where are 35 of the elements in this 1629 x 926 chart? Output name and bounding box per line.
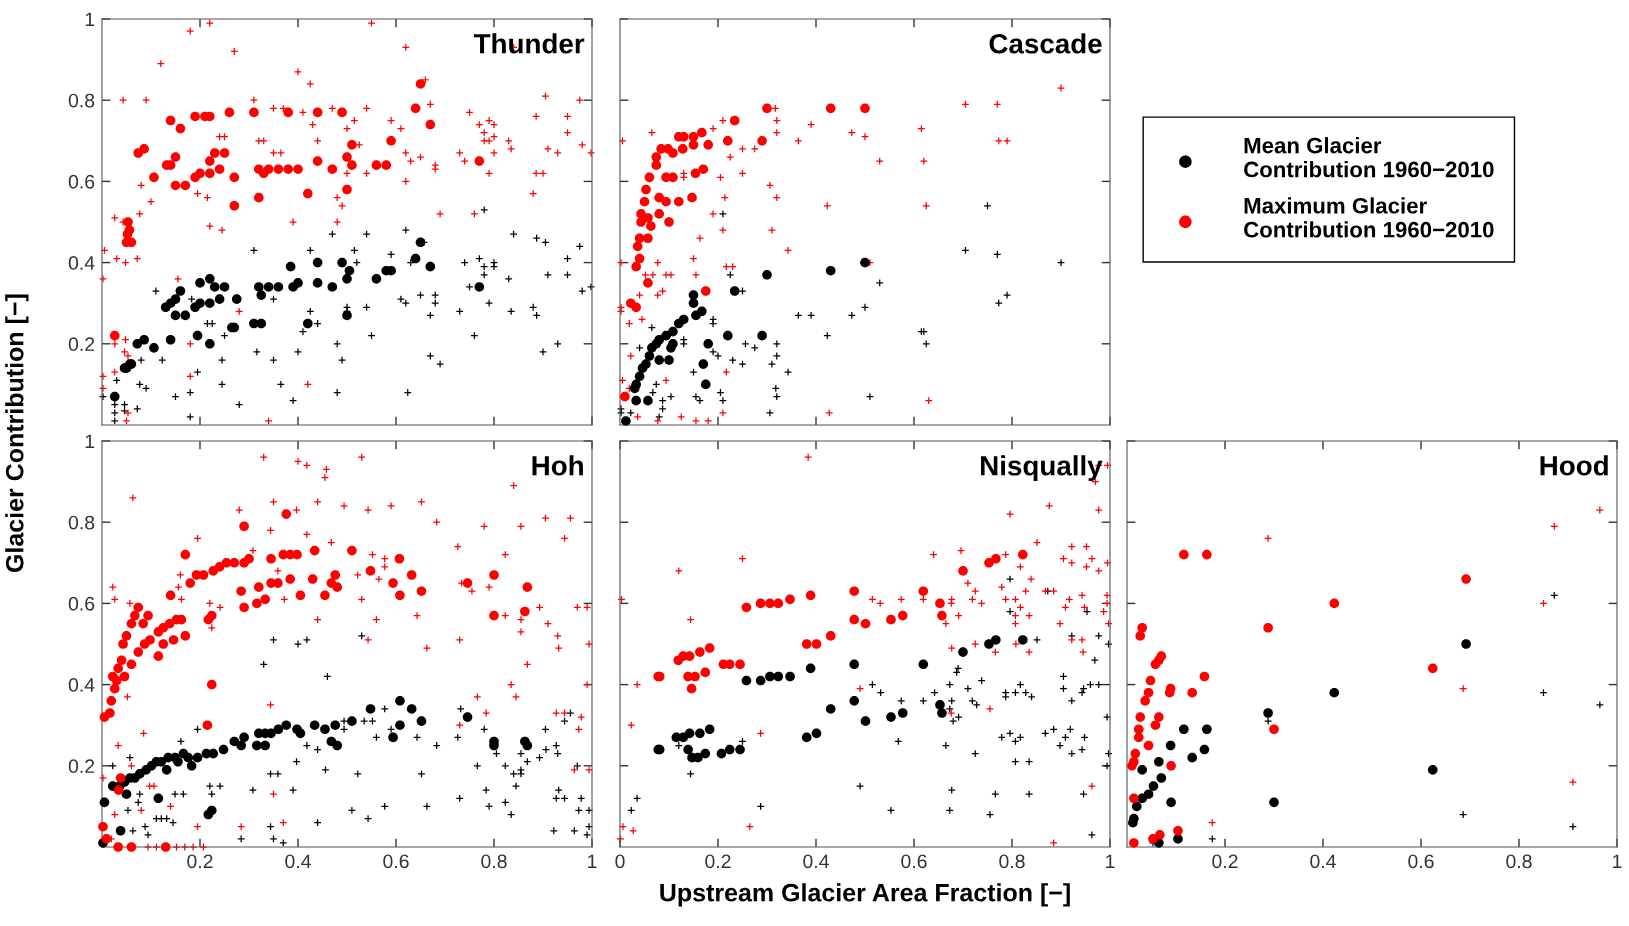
- y-tick-label: 0.2: [68, 759, 95, 774]
- y-tick-label: 0.2: [68, 337, 95, 352]
- y-axis-title: Glacier Contribution [−]: [5, 294, 29, 573]
- x-tick-label: 0.8: [1506, 854, 1532, 869]
- chart-title: Hood: [1540, 455, 1608, 476]
- chart-title: Cascade: [989, 33, 1102, 54]
- y-tick-label: 1: [85, 434, 95, 449]
- chart-title: Hoh: [532, 455, 583, 476]
- x-tick-label: 0.4: [803, 854, 829, 869]
- y-tick-label: 0.8: [68, 515, 95, 530]
- x-tick-label: 0.2: [705, 854, 731, 869]
- x-tick-label: 0.2: [1212, 854, 1238, 869]
- x-tick-label: 0.6: [901, 854, 927, 869]
- x-tick-label: 0.2: [187, 854, 213, 869]
- y-tick-label: 0.4: [68, 678, 95, 692]
- chart-title: Nisqually: [981, 455, 1103, 482]
- x-tick-label: 0.6: [383, 854, 409, 869]
- x-tick-label: 0.4: [285, 854, 311, 869]
- x-tick-label: 1: [588, 854, 597, 869]
- x-tick-label: 0.4: [1310, 854, 1336, 869]
- legend-label: Maximum Glacier Contribution 1960−2010: [1244, 197, 1494, 238]
- x-axis-title: Upstream Glacier Area Fraction [−]: [660, 883, 1070, 907]
- x-tick-label: 1: [1106, 854, 1115, 869]
- x-tick-label: 1: [1613, 854, 1622, 869]
- y-tick-label: 0.6: [68, 596, 95, 611]
- chart-title: Thunder: [473, 33, 585, 54]
- y-tick-label: 0.8: [68, 93, 95, 108]
- x-tick-label: 0.8: [999, 854, 1025, 869]
- x-tick-label: 0.6: [1408, 854, 1434, 869]
- y-tick-label: 0.4: [68, 256, 95, 270]
- y-tick-label: 1: [85, 12, 95, 27]
- x-tick-label: 0.8: [481, 854, 507, 869]
- legend-label: Mean Glacier Contribution 1960−2010: [1244, 137, 1494, 178]
- y-tick-label: 0.6: [68, 174, 95, 189]
- x-tick-label: 0: [615, 854, 625, 869]
